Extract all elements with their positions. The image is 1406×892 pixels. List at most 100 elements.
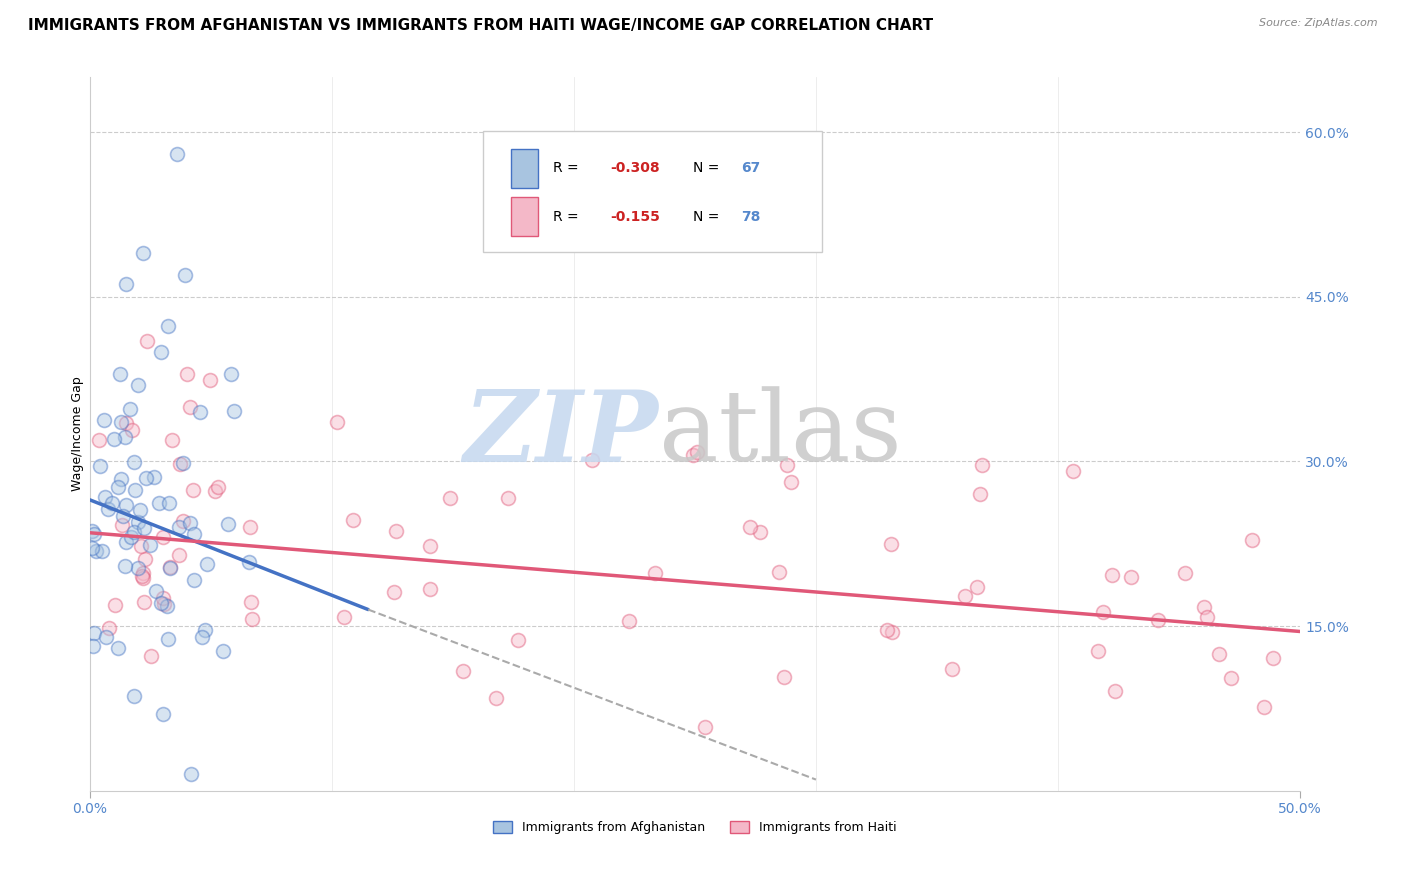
Point: [176, 367, 198, 381]
Point: [1197, 610, 1219, 624]
Point: [385, 524, 408, 538]
Point: [1208, 647, 1230, 661]
Text: Source: ZipAtlas.com: Source: ZipAtlas.com: [1260, 18, 1378, 28]
Legend: Immigrants from Afghanistan, Immigrants from Haiti: Immigrants from Afghanistan, Immigrants …: [494, 821, 897, 834]
Point: [83, 626, 105, 640]
Point: [239, 595, 262, 609]
Text: R =: R =: [554, 210, 583, 224]
Point: [183, 573, 205, 587]
Point: [145, 584, 167, 599]
Point: [204, 483, 226, 498]
Text: IMMIGRANTS FROM AFGHANISTAN VS IMMIGRANTS FROM HAITI WAGE/INCOME GAP CORRELATION: IMMIGRANTS FROM AFGHANISTAN VS IMMIGRANT…: [28, 18, 934, 33]
Point: [194, 623, 217, 637]
Text: N =: N =: [693, 161, 723, 175]
Point: [112, 509, 135, 524]
Point: [966, 580, 988, 594]
Point: [1104, 684, 1126, 698]
Point: [127, 561, 149, 575]
Point: [325, 415, 347, 429]
Point: [617, 614, 640, 628]
Point: [162, 434, 184, 448]
Point: [217, 516, 239, 531]
Point: [149, 345, 172, 359]
Point: [82, 524, 104, 539]
Point: [239, 520, 262, 534]
Point: [120, 530, 142, 544]
Point: [150, 596, 173, 610]
Point: [152, 591, 174, 605]
Text: R =: R =: [554, 161, 583, 175]
Text: -0.155: -0.155: [610, 210, 659, 224]
Point: [1101, 568, 1123, 582]
Point: [157, 496, 180, 510]
Point: [1219, 671, 1241, 685]
Point: [110, 472, 132, 486]
Point: [152, 707, 174, 722]
Point: [773, 670, 796, 684]
Point: [114, 277, 136, 292]
Point: [1062, 464, 1084, 478]
Point: [97, 502, 120, 516]
Point: [132, 595, 155, 609]
Point: [686, 445, 709, 459]
Point: [1263, 651, 1285, 665]
Text: -0.308: -0.308: [610, 161, 659, 175]
Point: [238, 555, 260, 569]
Point: [183, 527, 205, 541]
Point: [152, 530, 174, 544]
Point: [941, 662, 963, 676]
Point: [240, 611, 263, 625]
Point: [156, 599, 179, 613]
Point: [122, 455, 145, 469]
Point: [682, 449, 704, 463]
FancyBboxPatch shape: [510, 149, 537, 188]
Point: [114, 534, 136, 549]
Point: [1192, 599, 1215, 614]
Point: [1253, 700, 1275, 714]
Point: [198, 373, 221, 387]
Point: [115, 417, 138, 431]
Point: [211, 644, 233, 658]
Point: [166, 147, 188, 161]
Point: [173, 514, 195, 528]
Point: [86, 543, 108, 558]
Point: [159, 561, 181, 575]
Point: [738, 520, 761, 534]
Point: [83, 526, 105, 541]
Point: [82, 541, 104, 555]
Point: [191, 630, 214, 644]
Text: 67: 67: [741, 161, 761, 175]
Point: [148, 496, 170, 510]
FancyBboxPatch shape: [510, 196, 537, 235]
Point: [207, 480, 229, 494]
Point: [382, 585, 405, 599]
Point: [179, 400, 201, 414]
Point: [195, 557, 218, 571]
Point: [1146, 613, 1168, 627]
Point: [768, 566, 790, 580]
Point: [779, 475, 801, 490]
Point: [180, 767, 202, 781]
Point: [107, 640, 129, 655]
Point: [89, 459, 111, 474]
Point: [156, 319, 179, 334]
Point: [122, 525, 145, 540]
Point: [167, 548, 190, 562]
Point: [496, 491, 519, 506]
Point: [876, 623, 898, 637]
Point: [693, 720, 716, 734]
Point: [1174, 566, 1197, 580]
Point: [97, 621, 120, 635]
Text: ZIP: ZIP: [464, 385, 658, 483]
Point: [221, 367, 243, 381]
Point: [181, 483, 204, 497]
Point: [342, 513, 364, 527]
Point: [118, 402, 141, 417]
Point: [94, 490, 117, 504]
Point: [485, 691, 508, 706]
Point: [110, 367, 132, 381]
Point: [451, 664, 474, 678]
Point: [110, 415, 132, 429]
Point: [132, 571, 155, 585]
Point: [173, 268, 195, 282]
